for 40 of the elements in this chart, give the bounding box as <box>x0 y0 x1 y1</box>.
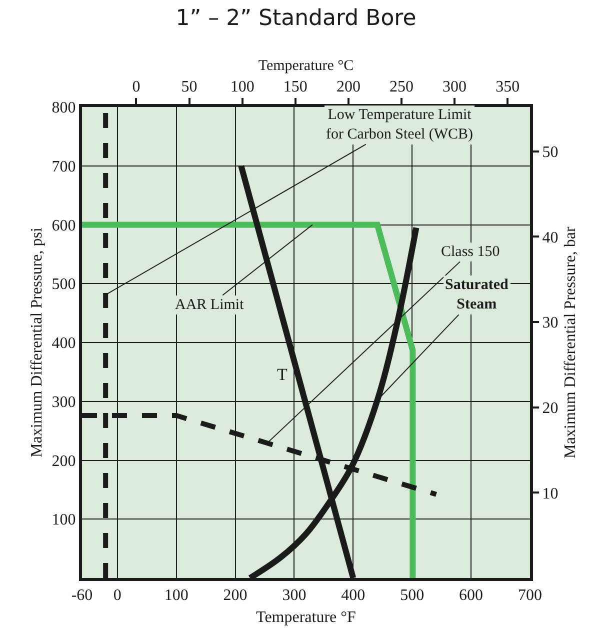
annotation: T <box>277 365 288 384</box>
x2-tick-label: 300 <box>442 78 467 96</box>
x-tick-label: 300 <box>282 587 306 604</box>
x2-tick-label: 0 <box>132 78 140 96</box>
y2-tick-label: 50 <box>542 144 558 161</box>
x-tick-label: 0 <box>113 587 122 604</box>
y-tick-label: 200 <box>52 452 76 470</box>
x2-tick-label: 100 <box>230 78 254 96</box>
y2-tick-label: 20 <box>542 400 558 417</box>
x2-tick-label: 250 <box>390 78 414 96</box>
x2-axis-title: Temperature °C <box>258 58 354 74</box>
x-tick-label: 100 <box>164 587 188 604</box>
y2-tick-label: 40 <box>542 229 558 246</box>
y-tick-label: 300 <box>52 394 76 411</box>
x-tick-label: 700 <box>518 587 542 604</box>
y2-tick-label: 30 <box>542 314 558 332</box>
y-tick-label: 100 <box>52 512 76 529</box>
y2-tick-label: 10 <box>542 485 558 502</box>
x-tick-label: 400 <box>341 587 366 604</box>
x-tick-label: -60 <box>71 587 93 604</box>
y-tick-label: 800 <box>52 100 76 117</box>
y-axis-title: Maximum Differential Pressure, psi <box>28 227 46 458</box>
x2-tick-label: 200 <box>336 78 360 96</box>
chart-title: 1” – 2” Standard Bore <box>176 6 416 31</box>
y-tick-label: 400 <box>52 335 76 352</box>
annotation: Saturated Steam <box>445 277 509 312</box>
annotation: Class 150 <box>441 244 500 260</box>
y2-axis-title: Maximum Differential Pressure, bar <box>562 226 579 458</box>
annotation: Low Temperature Limit for Carbon Steel (WCB) <box>326 107 474 142</box>
y-tick-label: 700 <box>52 158 76 176</box>
x2-tick-label: 150 <box>283 78 308 96</box>
annotation: AAR Limit <box>175 297 245 313</box>
x-tick-label: 600 <box>459 587 484 604</box>
y-tick-label: 600 <box>52 217 76 234</box>
x-tick-label: 500 <box>400 587 424 604</box>
x2-tick-label: 350 <box>496 78 520 96</box>
x-axis-title: Temperature °F <box>256 608 356 626</box>
x2-tick-label: 50 <box>181 78 198 96</box>
x-tick-label: 200 <box>223 587 248 604</box>
y-tick-label: 500 <box>52 276 76 294</box>
